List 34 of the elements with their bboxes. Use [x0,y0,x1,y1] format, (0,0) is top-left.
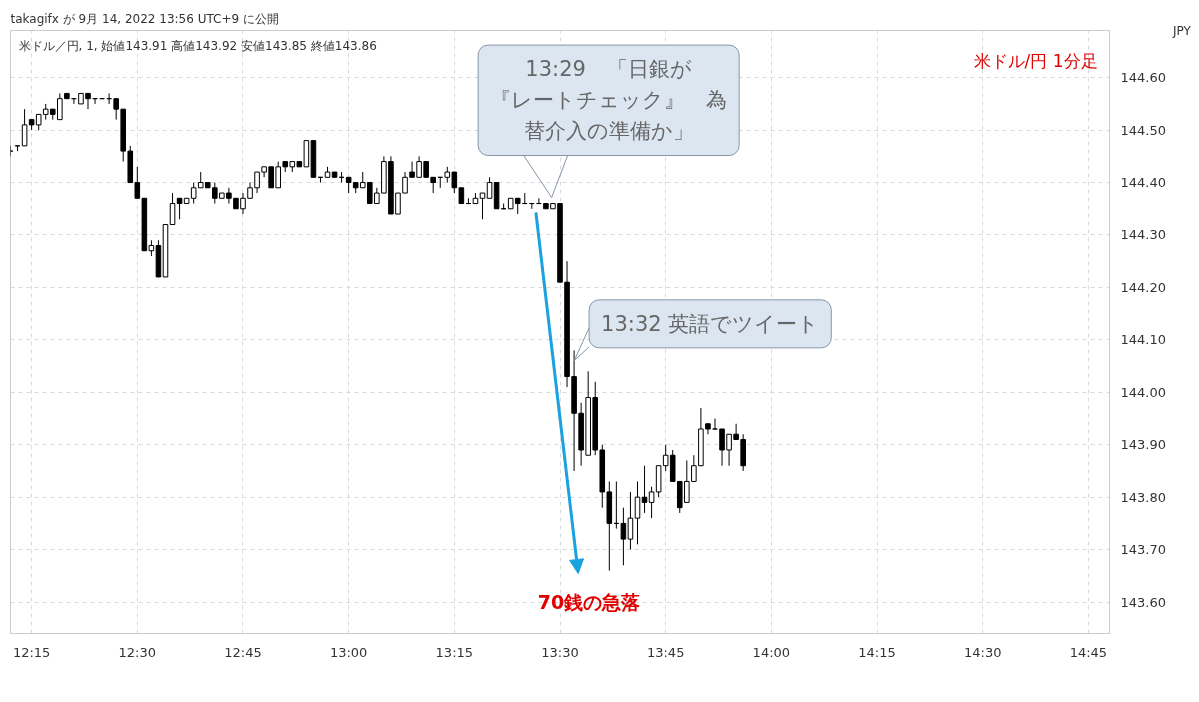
y-tick-label: 144.00 [1120,384,1166,400]
candlestick [479,192,486,220]
x-tick-label: 14:30 [963,644,1002,660]
x-tick-label: 14:00 [752,644,791,660]
y-tick-label: 144.60 [1120,70,1166,86]
candlestick [634,480,641,545]
x-tick-label: 13:45 [646,644,685,660]
x-tick-label: 12:15 [12,644,51,660]
x-tick-label: 13:15 [435,644,474,660]
y-tick-label: 143.90 [1120,437,1166,453]
x-tick-label: 14:45 [1069,644,1108,660]
y-tick-label: 143.70 [1120,542,1166,558]
annotation: 13:29 「日銀が『レートチェック』 為替介入の準備か」 [490,57,728,144]
y-tick-label: 143.80 [1120,489,1166,505]
candlestick [169,192,176,226]
text: 米ドル/円 1分足 [973,50,1098,71]
x-tick-label: 14:15 [858,644,896,660]
candlestick [627,491,634,551]
candlestick [486,176,493,199]
annotation: 70銭の急落 [537,590,641,613]
annotation: 13:32 英語でツイート [601,311,820,336]
text: takagifx が 9月 14, 2022 13:56 UTC+9 に公開 [10,11,279,26]
x-tick-label: 12:30 [118,644,157,660]
y-tick-label: 144.20 [1120,279,1166,295]
annotation: 米ドル／円, 1, 始値143.91 高値143.92 安値143.85 終値143.86 [18,38,377,53]
y-tick-label: 144.10 [1120,332,1166,348]
x-tick-label: 13:00 [329,644,368,660]
x-tick-label: 12:45 [224,644,262,660]
y-tick-label: 144.30 [1120,227,1166,243]
y-tick-label: 144.40 [1120,175,1166,191]
y-axis-title: JPY [1171,23,1192,38]
y-tick-label: 143.60 [1120,594,1166,610]
y-tick-label: 144.50 [1120,122,1166,138]
x-tick-label: 13:30 [541,644,579,660]
